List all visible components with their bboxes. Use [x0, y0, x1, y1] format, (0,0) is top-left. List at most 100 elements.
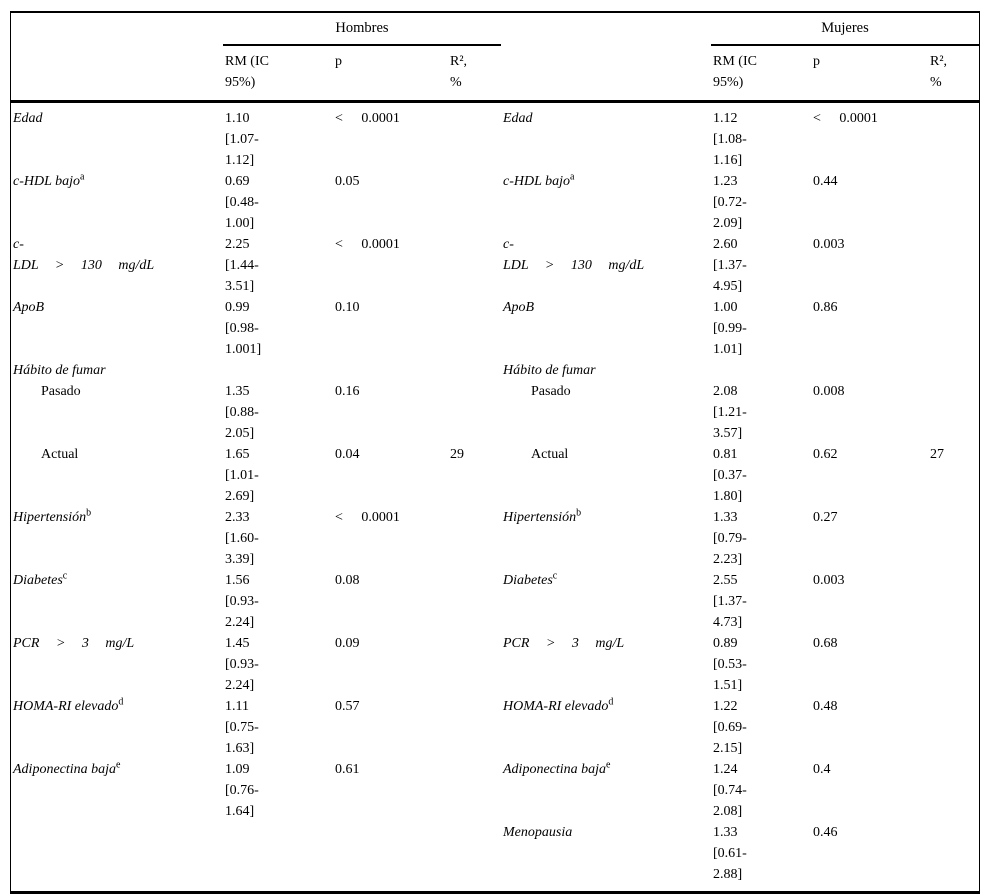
r2-value — [448, 381, 501, 444]
subheader-p-mujeres: p — [813, 54, 820, 69]
group-header-hombres: Hombres — [223, 13, 501, 46]
table-row: Hábito de fumar Hábito de fumar — [11, 360, 979, 381]
r2-value — [448, 360, 501, 381]
p-value: 0.86 — [813, 300, 838, 315]
rm-ci-value: 1.45 [0.93- 2.24] — [225, 636, 259, 693]
r2-value — [448, 108, 501, 171]
r2-value — [448, 570, 501, 633]
rm-ci-value: 0.99 [0.98- 1.001] — [225, 300, 262, 357]
row-label: c- LDL > 130 mg/dL — [13, 237, 155, 273]
p-value: 0.48 — [813, 699, 838, 714]
row-label: ApoB — [13, 300, 45, 315]
row-label: PCR > 3 mg/L — [503, 636, 625, 651]
row-label: c-HDL bajo — [13, 174, 81, 189]
rm-ci-value: 1.33 [0.79- 2.23] — [713, 510, 747, 567]
p-value: 0.61 — [335, 762, 360, 777]
p-value: 0.04 — [335, 447, 360, 462]
footnote-marker: a — [570, 171, 575, 183]
p-value: 0.46 — [813, 825, 838, 840]
table-header: Hombres Mujeres RM (IC 95%) p R², % RM (… — [11, 13, 979, 103]
p-value — [811, 360, 928, 381]
subheader-r2-mujeres: R², % — [930, 54, 948, 90]
rm-ci-value: 2.08 [1.21- 3.57] — [713, 384, 747, 441]
row-label-cell: Adiponectina bajae — [11, 759, 223, 822]
footnote-marker: d — [608, 696, 614, 708]
row-label-cell: Actual — [11, 444, 223, 507]
p-value: < 0.0001 — [335, 510, 400, 525]
r2-value — [928, 381, 979, 444]
subheader-r2-hombres: R², % — [450, 54, 468, 90]
row-label-cell: Diabetesc — [501, 570, 711, 633]
row-label: Hábito de fumar — [503, 363, 596, 378]
row-label: ApoB — [503, 300, 535, 315]
r2-value — [448, 633, 501, 696]
rm-ci-value: 0.81 [0.37- 1.80] — [713, 447, 747, 504]
r2-value — [928, 570, 979, 633]
r2-value — [928, 759, 979, 822]
rm-ci-value: 1.22 [0.69- 2.15] — [713, 699, 747, 756]
group-label-mujeres: Mujeres — [821, 20, 869, 36]
table-row: Edad 1.10 [1.07- 1.12] < 0.0001 Edad 1.12 [1… — [11, 108, 979, 171]
row-label: Menopausia — [503, 825, 573, 840]
row-label-cell: PCR > 3 mg/L — [501, 633, 711, 696]
r2-value — [928, 633, 979, 696]
subheader-row: RM (IC 95%) p R², % RM (IC 95%) p R², % — [11, 46, 979, 100]
p-value: 0.09 — [335, 636, 360, 651]
p-value: 0.08 — [335, 573, 360, 588]
rm-ci-value: 1.23 [0.72- 2.09] — [713, 174, 747, 231]
p-value: < 0.0001 — [335, 111, 400, 126]
p-value: 0.57 — [335, 699, 360, 714]
footnote-marker: e — [116, 759, 121, 771]
row-label: Hipertensión — [13, 510, 87, 525]
rm-ci-value — [223, 360, 333, 381]
footnote-marker: b — [86, 507, 92, 519]
rm-ci-value — [711, 360, 811, 381]
table-body: Edad 1.10 [1.07- 1.12] < 0.0001 Edad 1.12 [1… — [11, 103, 979, 891]
table-row: Menopausia 1.33 [0.61- 2.88] 0.46 — [11, 822, 979, 885]
row-label-cell: HOMA-RI elevadod — [11, 696, 223, 759]
row-label: Hipertensión — [503, 510, 577, 525]
p-value: < 0.0001 — [335, 237, 400, 252]
row-label: Adiponectina baja — [503, 762, 607, 777]
row-label-cell: Actual — [501, 444, 711, 507]
rm-ci-value: 1.10 [1.07- 1.12] — [225, 111, 259, 168]
p-value: 0.68 — [813, 636, 838, 651]
table-row: ApoB 0.99 [0.98- 1.001] 0.10 ApoB 1.00 [0.99… — [11, 297, 979, 360]
footnote-marker: d — [118, 696, 124, 708]
r2-value — [448, 234, 501, 297]
r2-value — [928, 234, 979, 297]
rm-ci-value: 2.25 [1.44- 3.51] — [225, 237, 259, 294]
footnote-marker: b — [576, 507, 582, 519]
regression-table: Hombres Mujeres RM (IC 95%) p R², % RM (… — [10, 11, 980, 894]
r2-value — [928, 696, 979, 759]
r2-value — [448, 696, 501, 759]
table-row: HOMA-RI elevadod 1.11 [0.75- 1.63] 0.57 HOM… — [11, 696, 979, 759]
group-label-hombres: Hombres — [335, 20, 389, 36]
row-label-cell: Hábito de fumar — [11, 360, 223, 381]
p-value: 0.16 — [335, 384, 360, 399]
footnote-marker: a — [80, 171, 85, 183]
p-value: 0.27 — [813, 510, 838, 525]
table-row: Diabetesc 1.56 [0.93- 2.24] 0.08 Diabetesc 2… — [11, 570, 979, 633]
footnote-marker: c — [62, 570, 68, 582]
group-spacer-left — [11, 13, 223, 46]
rm-ci-value: 2.55 [1.37- 4.73] — [713, 573, 747, 630]
p-value: 0.003 — [813, 237, 845, 252]
group-header-mujeres: Mujeres — [711, 13, 979, 46]
p-value: 0.10 — [335, 300, 360, 315]
r2-value — [448, 507, 501, 570]
r2-value — [448, 822, 501, 885]
table-row: Actual 1.65 [1.01- 2.69] 0.04 29 Actual 0.81 … — [11, 444, 979, 507]
table-row: PCR > 3 mg/L 1.45 [0.93- 2.24] 0.09 PCR > 3… — [11, 633, 979, 696]
table-row: c- LDL > 130 mg/dL 2.25 [1.44- 3.51] < 0.0… — [11, 234, 979, 297]
r2-value — [928, 297, 979, 360]
rm-ci-value: 0.69 [0.48- 1.00] — [225, 174, 259, 231]
r2-value — [928, 822, 979, 885]
p-value: 0.05 — [335, 174, 360, 189]
rm-ci-value: 1.33 [0.61- 2.88] — [713, 825, 747, 882]
row-label-cell: Hipertensiónb — [501, 507, 711, 570]
row-label: Edad — [503, 111, 533, 126]
subheader-rm-hombres: RM (IC 95%) — [225, 54, 269, 90]
row-label-cell: c-HDL bajoa — [501, 171, 711, 234]
